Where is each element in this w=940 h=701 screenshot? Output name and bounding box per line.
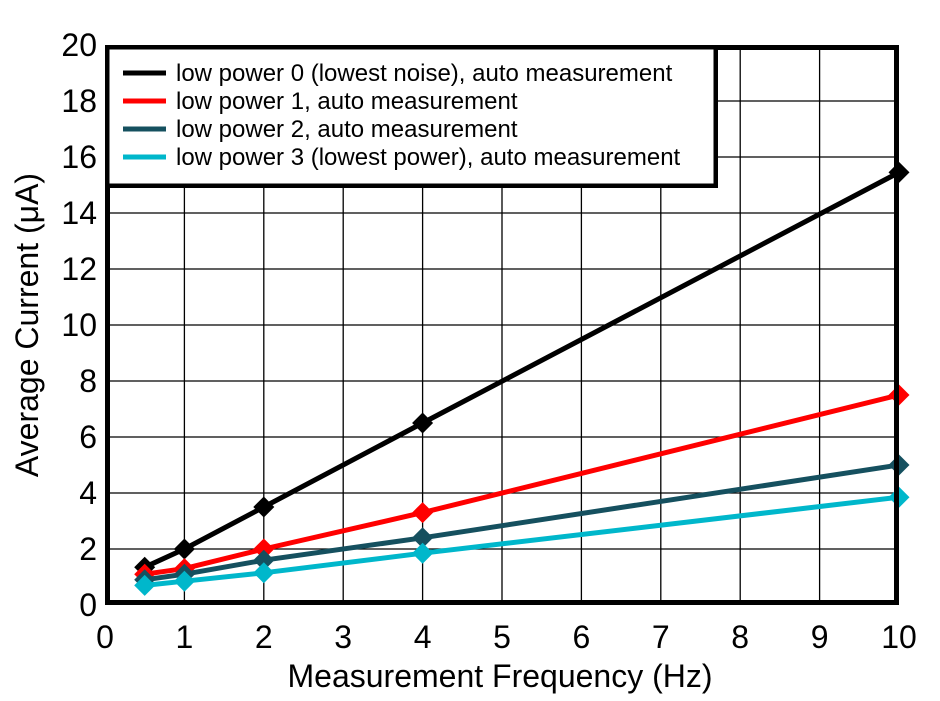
series-lines: [134, 161, 910, 596]
x-tick-label-8: 8: [731, 619, 749, 655]
x-tick-label-7: 7: [652, 619, 670, 655]
series-0-marker-2: [253, 496, 275, 518]
series-1: [134, 384, 910, 585]
x-tick-label-4: 4: [414, 619, 432, 655]
x-tick-label-3: 3: [334, 619, 352, 655]
series-0-marker-1: [173, 538, 195, 560]
x-tick-label-9: 9: [811, 619, 829, 655]
legend-box: [105, 45, 718, 188]
x-axis-title: Measurement Frequency (Hz): [287, 658, 712, 694]
series-0: [134, 161, 910, 578]
y-tick-label-18: 18: [61, 83, 97, 119]
series-3-marker-0: [134, 574, 156, 596]
y-tick-label-12: 12: [61, 251, 97, 287]
y-axis-title: Average Current (μA): [9, 173, 45, 477]
y-tick-label-0: 0: [79, 587, 97, 623]
y-tick-label-2: 2: [79, 531, 97, 567]
legend-label-2: low power 2, auto measurement: [176, 116, 518, 143]
x-tick-label-5: 5: [493, 619, 511, 655]
x-tick-label-0: 0: [96, 619, 114, 655]
x-tick-label-1: 1: [176, 619, 194, 655]
y-tick-label-8: 8: [79, 363, 97, 399]
legend: low power 0 (lowest noise), auto measure…: [105, 45, 718, 188]
y-tick-label-6: 6: [79, 419, 97, 455]
legend-label-3: low power 3 (lowest power), auto measure…: [176, 144, 681, 171]
y-tick-label-10: 10: [61, 307, 97, 343]
legend-entries: low power 0 (lowest noise), auto measure…: [123, 60, 681, 171]
x-tick-label-6: 6: [573, 619, 591, 655]
series-3: [134, 486, 910, 596]
y-tick-label-4: 4: [79, 475, 97, 511]
x-tick-label-2: 2: [255, 619, 273, 655]
y-tick-label-20: 20: [61, 27, 97, 63]
series-1-marker-3: [412, 502, 434, 524]
series-2-marker-3: [412, 527, 434, 549]
series-3-marker-2: [253, 562, 275, 584]
series-0-marker-3: [412, 412, 434, 434]
series-1-marker-2: [253, 538, 275, 560]
x-tick-labels: 0 1 2 3 4 5 6 7 8 9 10: [96, 619, 917, 655]
legend-label-0: low power 0 (lowest noise), auto measure…: [176, 60, 673, 87]
y-tick-labels: 0 2 4 6 8 10 12 14 16 18 20: [61, 27, 97, 623]
series-3-marker-3: [412, 542, 434, 564]
x-tick-label-10: 10: [881, 619, 917, 655]
y-tick-label-16: 16: [61, 139, 97, 175]
series-2: [134, 454, 910, 591]
legend-label-1: low power 1, auto measurement: [176, 88, 518, 115]
series-3-marker-1: [173, 570, 195, 592]
series-2-marker-2: [253, 549, 275, 571]
y-tick-label-14: 14: [61, 195, 97, 231]
